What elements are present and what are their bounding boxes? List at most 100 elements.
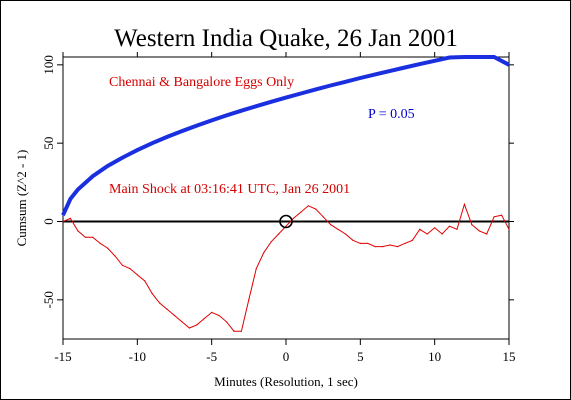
envelope-point xyxy=(478,56,480,58)
cumsum-point xyxy=(196,324,198,326)
cumsum-point xyxy=(159,302,161,304)
y-axis-label: Cumsum (Z^2 - 1) xyxy=(14,150,29,247)
cumsum-point xyxy=(129,267,131,270)
envelope-point xyxy=(270,101,272,103)
cumsum-point xyxy=(315,208,317,210)
cumsum-point xyxy=(181,321,183,323)
cumsum-point xyxy=(240,330,242,332)
cumsum-point xyxy=(396,246,399,248)
x-tick-label: 5 xyxy=(357,349,364,364)
cumsum-point xyxy=(486,233,488,235)
y-tick-label: -50 xyxy=(41,291,56,308)
x-axis-label: Minutes (Resolution, 1 sec) xyxy=(214,374,358,389)
cumsum-point xyxy=(62,220,64,223)
annotation-event: Main Shock at 03:16:41 UTC, Jan 26 2001 xyxy=(109,182,350,197)
cumsum-point xyxy=(99,242,101,244)
cumsum-point xyxy=(144,280,146,282)
envelope-line xyxy=(61,55,510,217)
cumsum-point xyxy=(173,314,176,317)
cumsum-point xyxy=(471,224,473,226)
cumsum-point xyxy=(84,236,86,238)
cumsum-point xyxy=(203,318,205,320)
envelope-point xyxy=(107,165,109,167)
cumsum-point xyxy=(478,230,480,232)
cumsum-point xyxy=(359,242,361,244)
x-tick-label: -10 xyxy=(129,349,146,364)
cumsum-point xyxy=(255,267,257,270)
y-tick-label: 50 xyxy=(41,137,56,150)
cumsum-point xyxy=(337,228,339,230)
cumsum-point xyxy=(344,233,347,235)
cumsum-point xyxy=(107,247,109,249)
cumsum-point xyxy=(225,321,228,323)
cumsum-point xyxy=(508,228,510,230)
envelope-point xyxy=(419,63,421,65)
envelope-point xyxy=(196,125,198,127)
cumsum-point xyxy=(501,214,503,216)
envelope-point xyxy=(448,56,451,59)
cumsum-point xyxy=(114,255,116,257)
cumsum-point xyxy=(285,225,287,227)
cumsum-point xyxy=(389,244,391,246)
envelope-point xyxy=(285,97,287,99)
cumsum-point xyxy=(382,246,384,248)
cumsum-point xyxy=(263,252,265,254)
cumsum-point xyxy=(367,242,369,244)
cumsum-point xyxy=(463,203,465,205)
cumsum-point xyxy=(278,233,280,235)
cumsum-point xyxy=(270,241,272,243)
envelope-point xyxy=(166,136,168,138)
annotation-subset: Chennai & Bangalore Eggs Only xyxy=(109,75,294,90)
x-tick-label: 15 xyxy=(503,349,516,364)
cumsum-point xyxy=(493,216,495,218)
x-tick-label: -15 xyxy=(54,349,71,364)
chart-title: Western India Quake, 26 Jan 2001 xyxy=(114,25,458,52)
envelope-point xyxy=(92,175,94,177)
envelope-point xyxy=(255,105,257,107)
cumsum-point xyxy=(218,314,220,317)
envelope-point xyxy=(389,70,391,72)
envelope-point xyxy=(211,119,213,121)
cumsum-point xyxy=(322,216,324,218)
envelope-point xyxy=(330,84,332,87)
x-tick-label: 0 xyxy=(283,349,290,364)
cumsum-point xyxy=(136,274,138,276)
cumsum-point xyxy=(121,264,124,266)
cumsum-point xyxy=(374,246,376,248)
cumsum-point xyxy=(434,227,436,229)
cumsum-point xyxy=(441,233,443,235)
cumsum-point xyxy=(92,236,94,238)
envelope-point xyxy=(62,214,64,216)
cumsum-point xyxy=(419,228,421,230)
envelope-point xyxy=(77,188,79,191)
cumsum-line xyxy=(62,202,510,332)
series-points xyxy=(62,56,510,332)
envelope-point xyxy=(359,77,361,79)
x-tick-label: -5 xyxy=(206,349,217,364)
cumsum-point xyxy=(211,311,213,313)
cumsum-point xyxy=(248,299,250,301)
envelope-point xyxy=(151,142,153,144)
envelope-point xyxy=(300,92,302,95)
cumsum-point xyxy=(307,205,309,207)
cumsum-point xyxy=(426,233,428,235)
cumsum-point xyxy=(352,239,354,241)
cumsum-point xyxy=(151,293,153,295)
cumsum-point xyxy=(411,239,413,241)
cumsum-point xyxy=(300,211,302,213)
envelope-point xyxy=(344,81,347,83)
envelope-point xyxy=(181,130,183,132)
cumsum-point xyxy=(448,225,451,227)
cumsum-point xyxy=(404,242,406,244)
y-tick-label: 100 xyxy=(41,55,56,75)
y-tick-label: 0 xyxy=(41,218,56,225)
envelope-point xyxy=(493,56,495,58)
envelope-point xyxy=(404,66,406,69)
y-axis: -50 0 50 100 xyxy=(41,55,514,309)
envelope-point xyxy=(463,56,465,58)
x-axis: -15 -10 -5 0 5 10 15 xyxy=(54,52,516,364)
envelope-point xyxy=(434,60,436,62)
envelope-point xyxy=(69,198,71,200)
envelope-point xyxy=(315,88,317,90)
